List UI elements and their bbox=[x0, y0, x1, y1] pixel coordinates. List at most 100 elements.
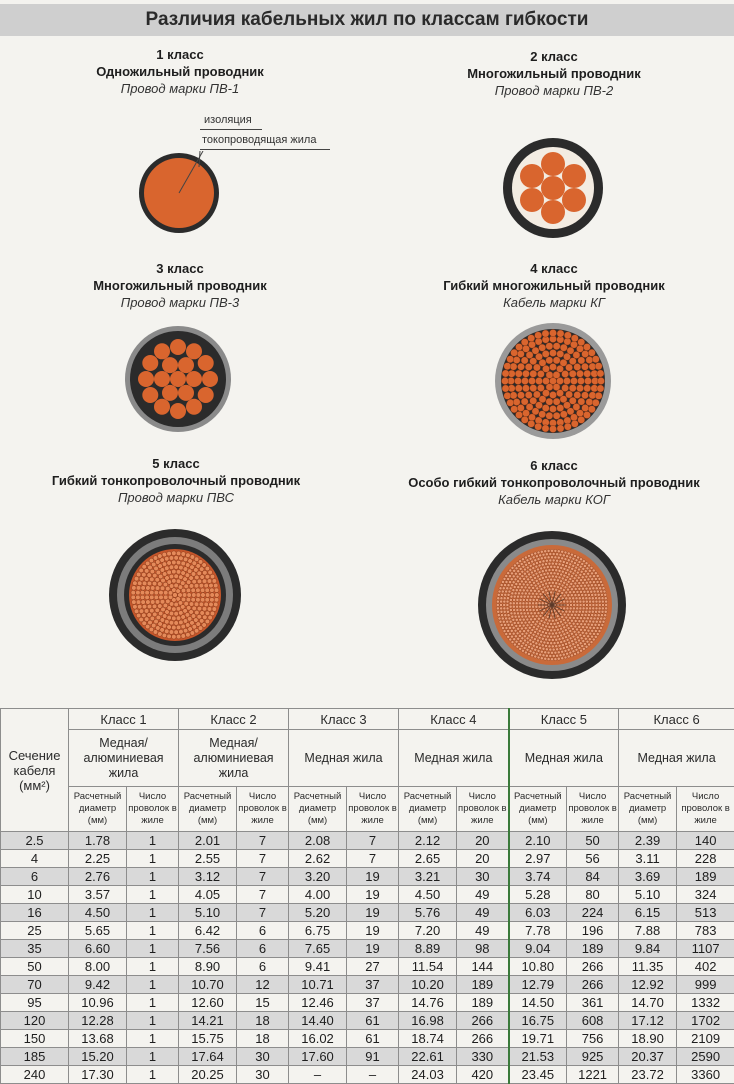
diameter-cell: 6.75 bbox=[289, 922, 347, 940]
count-cell: 3360 bbox=[677, 1066, 734, 1084]
material-header: Медная жила bbox=[509, 730, 619, 787]
diameter-cell: 10.20 bbox=[399, 976, 457, 994]
conductor-name: Многожильный проводник bbox=[384, 65, 724, 82]
section-cell: 50 bbox=[1, 958, 69, 976]
count-cell: 330 bbox=[457, 1048, 509, 1066]
diameter-cell: 11.54 bbox=[399, 958, 457, 976]
diameter-header: Расчетный диаметр (мм) bbox=[399, 787, 457, 832]
count-cell: – bbox=[347, 1066, 399, 1084]
brand-name: Провод марки ПВС bbox=[6, 489, 346, 506]
count-cell: 513 bbox=[677, 904, 734, 922]
wire-class-2 bbox=[502, 137, 604, 239]
count-cell: 7 bbox=[237, 868, 289, 886]
diameter-cell: 6.15 bbox=[619, 904, 677, 922]
diameter-cell: 9.84 bbox=[619, 940, 677, 958]
diameter-cell: 2.12 bbox=[399, 832, 457, 850]
section-cell: 10 bbox=[1, 886, 69, 904]
diameter-cell: 10.96 bbox=[69, 994, 127, 1012]
class-label: 1 класс bbox=[10, 46, 350, 63]
material-header: Медная жила bbox=[619, 730, 734, 787]
count-cell: 1332 bbox=[677, 994, 734, 1012]
class-1-header: Класс 1 bbox=[69, 709, 179, 730]
count-header: Число проволок в жиле bbox=[567, 787, 619, 832]
count-cell: 37 bbox=[347, 976, 399, 994]
count-cell: 140 bbox=[677, 832, 734, 850]
diameter-cell: 17.12 bbox=[619, 1012, 677, 1030]
count-cell: 49 bbox=[457, 922, 509, 940]
diameter-cell: 20.37 bbox=[619, 1048, 677, 1066]
count-cell: 1 bbox=[127, 850, 179, 868]
diameter-header: Расчетный диаметр (мм) bbox=[289, 787, 347, 832]
wire-class-5 bbox=[108, 528, 242, 662]
count-cell: 1 bbox=[127, 994, 179, 1012]
diameter-header: Расчетный диаметр (мм) bbox=[179, 787, 237, 832]
diameter-cell: 2.97 bbox=[509, 850, 567, 868]
diameter-cell: 12.46 bbox=[289, 994, 347, 1012]
count-cell: 1 bbox=[127, 976, 179, 994]
diameter-cell: 22.61 bbox=[399, 1048, 457, 1066]
count-cell: 756 bbox=[567, 1030, 619, 1048]
count-cell: 324 bbox=[677, 886, 734, 904]
section-cell: 35 bbox=[1, 940, 69, 958]
count-cell: 19 bbox=[347, 886, 399, 904]
insulation-label: изоляция bbox=[204, 114, 252, 126]
count-cell: 7 bbox=[237, 850, 289, 868]
section-cell: 25 bbox=[1, 922, 69, 940]
count-cell: 7 bbox=[237, 904, 289, 922]
section-cell: 150 bbox=[1, 1030, 69, 1048]
count-cell: 1 bbox=[127, 1048, 179, 1066]
count-cell: 37 bbox=[347, 994, 399, 1012]
brand-name: Провод марки ПВ-2 bbox=[384, 82, 724, 99]
count-cell: 196 bbox=[567, 922, 619, 940]
class-5-panel: 5 класс Гибкий тонкопроволочный проводни… bbox=[6, 455, 346, 506]
diameter-cell: 5.20 bbox=[289, 904, 347, 922]
diameter-cell: – bbox=[289, 1066, 347, 1084]
diameter-cell: 2.01 bbox=[179, 832, 237, 850]
diameter-cell: 3.12 bbox=[179, 868, 237, 886]
diameter-header: Расчетный диаметр (мм) bbox=[619, 787, 677, 832]
count-cell: 15 bbox=[237, 994, 289, 1012]
count-cell: 189 bbox=[677, 868, 734, 886]
diameter-cell: 23.45 bbox=[509, 1066, 567, 1084]
wire-class-3 bbox=[124, 325, 232, 433]
diameter-cell: 2.76 bbox=[69, 868, 127, 886]
diameter-cell: 7.65 bbox=[289, 940, 347, 958]
diameter-cell: 20.25 bbox=[179, 1066, 237, 1084]
wire-class-4 bbox=[494, 322, 612, 440]
diameter-cell: 23.72 bbox=[619, 1066, 677, 1084]
diameter-cell: 7.20 bbox=[399, 922, 457, 940]
count-cell: 189 bbox=[457, 976, 509, 994]
diameter-cell: 7.56 bbox=[179, 940, 237, 958]
diameter-cell: 9.42 bbox=[69, 976, 127, 994]
conductor-name: Многожильный проводник bbox=[10, 277, 350, 294]
diameter-cell: 3.20 bbox=[289, 868, 347, 886]
class-label: 6 класс bbox=[384, 457, 724, 474]
count-cell: 61 bbox=[347, 1012, 399, 1030]
count-header: Число проволок в жиле bbox=[347, 787, 399, 832]
diameter-cell: 12.28 bbox=[69, 1012, 127, 1030]
count-cell: 1 bbox=[127, 922, 179, 940]
class-2-header: Класс 2 bbox=[179, 709, 289, 730]
diameter-cell: 6.60 bbox=[69, 940, 127, 958]
diameter-cell: 9.41 bbox=[289, 958, 347, 976]
diameter-cell: 14.76 bbox=[399, 994, 457, 1012]
conductor-name: Особо гибкий тонкопроволочный проводник bbox=[384, 474, 724, 491]
count-cell: 50 bbox=[567, 832, 619, 850]
conductor-name: Одножильный проводник bbox=[10, 63, 350, 80]
diameter-header: Расчетный диаметр (мм) bbox=[69, 787, 127, 832]
count-cell: 6 bbox=[237, 958, 289, 976]
diameter-cell: 2.55 bbox=[179, 850, 237, 868]
count-cell: 80 bbox=[567, 886, 619, 904]
count-cell: 27 bbox=[347, 958, 399, 976]
material-header: Медная/ алюминиевая жила bbox=[179, 730, 289, 787]
class-label: 2 класс bbox=[384, 48, 724, 65]
count-cell: 266 bbox=[457, 1012, 509, 1030]
conductor-name: Гибкий многожильный проводник bbox=[384, 277, 724, 294]
count-cell: 91 bbox=[347, 1048, 399, 1066]
